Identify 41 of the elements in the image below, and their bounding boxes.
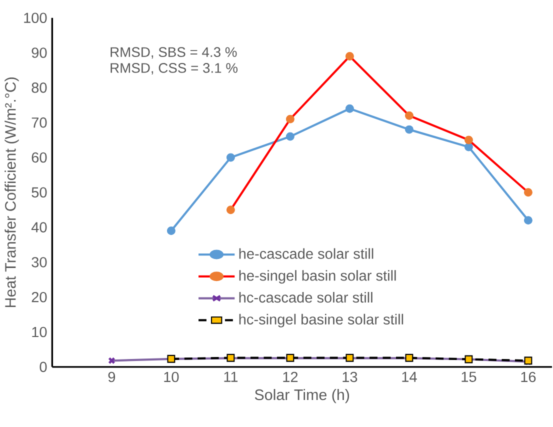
y-tick-label: 100 <box>24 12 47 23</box>
point <box>108 356 116 364</box>
point <box>464 142 473 152</box>
y-tick-label: 0 <box>40 362 47 372</box>
y-tick-label: 40 <box>31 222 47 232</box>
annotation: RMSD, SBS = 4.3 % <box>110 46 237 58</box>
point <box>464 136 473 144</box>
point <box>345 104 354 113</box>
y-tick-label: 50 <box>32 187 47 198</box>
x-tick-label: 16 <box>521 372 536 382</box>
legend-label: he-cascade solar still <box>239 248 374 259</box>
x-tick-label: 12 <box>283 372 298 382</box>
x-tick-label: 15 <box>462 372 476 382</box>
x-tick-label: 11 <box>224 372 238 382</box>
point <box>226 205 235 214</box>
y-tick-label: 10 <box>32 326 47 337</box>
legend-label: he-singel basin solar still <box>239 270 396 284</box>
point <box>404 125 414 134</box>
point <box>524 188 532 196</box>
y-tick-label: 60 <box>32 152 47 162</box>
point <box>286 132 294 141</box>
legend-label: hc-cascade solar still <box>239 292 372 302</box>
y-tick-label: 70 <box>32 117 47 128</box>
point <box>166 226 176 235</box>
y-tick-label: 30 <box>32 256 47 268</box>
y-tick-label: 90 <box>32 47 47 58</box>
x-tick-label: 10 <box>164 372 179 382</box>
y-tick-label: 80 <box>32 82 47 93</box>
x-tick-label: 13 <box>342 372 358 382</box>
y-tick-label: 20 <box>32 292 47 302</box>
x-tick-label: 9 <box>108 372 116 382</box>
point <box>286 114 294 124</box>
point <box>524 216 532 224</box>
point <box>404 111 414 120</box>
annotation: RMSD, CSS = 3.1 % <box>110 62 238 74</box>
x-tick-label: 14 <box>402 372 417 382</box>
point <box>345 52 354 60</box>
legend-label: hc-singel basine solar still <box>239 314 404 328</box>
point <box>226 153 235 162</box>
y-axis-title: Heat Transfer Cofficient (W/m².°C) <box>4 77 19 307</box>
x-axis-title: Solar Time (h) <box>254 388 350 403</box>
